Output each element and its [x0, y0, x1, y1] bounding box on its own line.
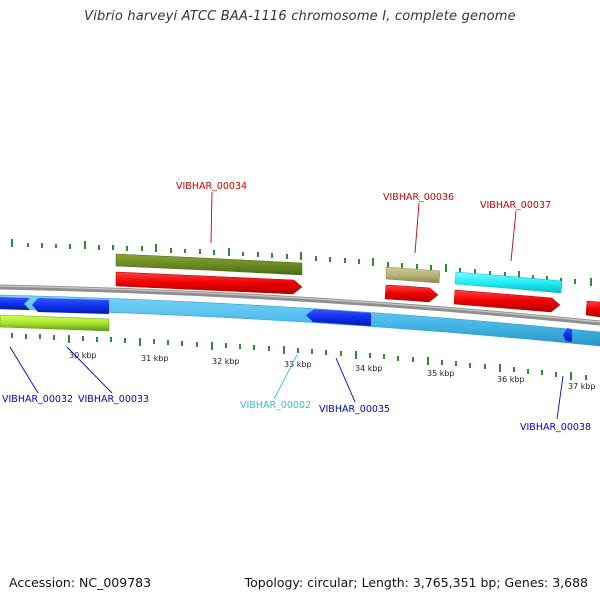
scale-label-37kbp: 37 kbp — [568, 382, 596, 391]
scale-label-35kbp: 35 kbp — [427, 369, 455, 378]
gene-vibhar-00037-outer[interactable] — [454, 271, 563, 294]
scale-label-34kbp: 34 kbp — [355, 364, 383, 373]
cds-arrow-vibhar-00032[interactable] — [0, 297, 30, 310]
cds-arrow-vibhar-00038[interactable] — [563, 328, 572, 342]
gene-vibhar-00034-outer[interactable] — [115, 253, 303, 276]
scale-label-31kbp: 31 kbp — [141, 354, 169, 363]
reverse-strand-band — [0, 294, 600, 347]
gene-vibhar-00036-outer[interactable] — [385, 266, 441, 284]
label-vibhar-00033[interactable]: VIBHAR_00033 — [78, 394, 149, 405]
accession-text: Accession: NC_009783 — [9, 575, 152, 590]
upper-gene-labels: VIBHAR_00034 VIBHAR_00036 VIBHAR_00037 — [176, 181, 551, 262]
lower-gene-labels: VIBHAR_00032 VIBHAR_00033 VIBHAR_00002 V… — [2, 346, 591, 433]
label-vibhar-00035[interactable]: VIBHAR_00035 — [319, 404, 390, 415]
scale-label-33kbp: 33 kbp — [284, 360, 312, 369]
upper-tick-row — [11, 239, 592, 286]
map-title: Vibrio harveyi ATCC BAA-1116 chromosome … — [84, 9, 516, 24]
label-vibhar-00034[interactable]: VIBHAR_00034 — [176, 181, 247, 192]
genome-summary-text: Topology: circular; Length: 3,765,351 bp… — [244, 575, 588, 590]
cds-arrow-vibhar-00035[interactable] — [306, 309, 371, 326]
label-vibhar-00036[interactable]: VIBHAR_00036 — [383, 192, 454, 203]
gene-vibhar-00032-inner[interactable] — [0, 314, 110, 332]
scale-labels: 30 kbp 31 kbp 32 kbp 33 kbp 34 kbp 35 kb… — [69, 351, 596, 391]
label-vibhar-00032[interactable]: VIBHAR_00032 — [2, 394, 73, 405]
scale-label-36kbp: 36 kbp — [497, 375, 525, 384]
scale-label-30kbp: 30 kbp — [69, 351, 97, 360]
label-vibhar-00037[interactable]: VIBHAR_00037 — [480, 200, 551, 211]
cds-arrow-vibhar-00036[interactable] — [384, 284, 439, 303]
scale-label-32kbp: 32 kbp — [212, 357, 240, 366]
cds-arrow-partial-right[interactable] — [585, 300, 600, 318]
chromosome-backbone — [0, 284, 600, 326]
cds-arrow-vibhar-00034[interactable] — [115, 271, 303, 295]
label-vibhar-00038[interactable]: VIBHAR_00038 — [520, 422, 591, 433]
label-vibhar-00002[interactable]: VIBHAR_00002 — [240, 400, 311, 411]
lower-tick-row — [11, 333, 587, 380]
cds-arrow-vibhar-00037[interactable] — [453, 289, 561, 313]
cds-arrow-vibhar-00033[interactable] — [32, 298, 109, 314]
